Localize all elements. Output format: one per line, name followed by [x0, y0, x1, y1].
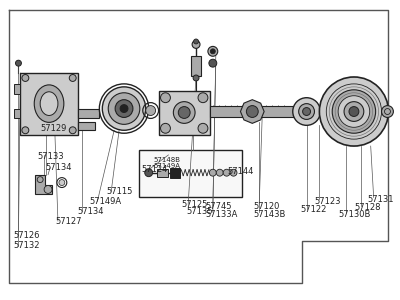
Text: 57134: 57134 [45, 163, 72, 172]
Bar [78, 109, 99, 118]
Circle shape [209, 169, 216, 176]
Text: 57120: 57120 [253, 202, 280, 211]
Text: 57134: 57134 [78, 207, 104, 216]
Circle shape [230, 169, 237, 176]
Circle shape [102, 87, 146, 130]
Circle shape [209, 59, 217, 67]
Circle shape [69, 127, 76, 134]
Polygon shape [240, 100, 264, 123]
Text: 57122: 57122 [301, 205, 327, 214]
Circle shape [160, 123, 170, 133]
Circle shape [349, 106, 359, 116]
Circle shape [37, 177, 43, 183]
Text: 57129: 57129 [40, 124, 66, 133]
Bar [139, 150, 242, 197]
Circle shape [192, 40, 200, 48]
Circle shape [108, 93, 140, 124]
Circle shape [44, 185, 52, 194]
Circle shape [145, 169, 153, 177]
Circle shape [210, 49, 215, 54]
Circle shape [69, 74, 76, 81]
Text: 57133A: 57133A [205, 210, 237, 219]
Circle shape [120, 105, 128, 112]
Bar [210, 106, 294, 117]
Bar [78, 122, 96, 130]
Text: 57143B: 57143B [253, 210, 286, 219]
Text: 57133: 57133 [37, 152, 64, 161]
Circle shape [223, 169, 230, 176]
Text: 57135: 57135 [186, 207, 213, 216]
Text: 57130B: 57130B [338, 210, 370, 219]
Circle shape [299, 103, 314, 119]
Text: 57131: 57131 [368, 195, 394, 204]
Bar [156, 169, 168, 177]
Circle shape [160, 93, 170, 103]
Text: 57745: 57745 [205, 202, 232, 211]
Circle shape [208, 46, 218, 56]
Ellipse shape [40, 92, 58, 116]
Text: 57144: 57144 [228, 167, 254, 176]
Ellipse shape [34, 85, 64, 122]
Bar [14, 109, 20, 118]
Text: 57149A: 57149A [154, 163, 181, 169]
Circle shape [22, 74, 29, 81]
Circle shape [193, 75, 199, 81]
Circle shape [319, 77, 388, 146]
Text: 57149A: 57149A [90, 197, 122, 206]
Text: 57125: 57125 [181, 200, 208, 209]
Bar [14, 84, 20, 94]
Circle shape [293, 98, 320, 125]
Circle shape [198, 123, 208, 133]
Circle shape [216, 169, 223, 176]
Circle shape [59, 180, 65, 185]
Bar [170, 168, 180, 178]
Circle shape [344, 102, 364, 122]
Bar [20, 73, 78, 135]
Text: 57132: 57132 [14, 241, 40, 250]
Circle shape [332, 90, 376, 133]
Circle shape [382, 106, 393, 117]
Text: 57148B: 57148B [154, 157, 181, 163]
Circle shape [173, 102, 195, 123]
Circle shape [194, 39, 198, 44]
Circle shape [198, 93, 208, 103]
Bar [191, 56, 201, 76]
Polygon shape [35, 175, 52, 194]
Circle shape [16, 60, 22, 66]
Text: 57124: 57124 [142, 165, 168, 174]
Circle shape [246, 106, 258, 117]
Text: 57115: 57115 [106, 187, 133, 196]
Text: 57123: 57123 [314, 197, 341, 206]
Bar [158, 91, 210, 135]
Text: 57127: 57127 [55, 217, 82, 226]
Circle shape [178, 106, 190, 119]
Circle shape [146, 106, 156, 116]
Circle shape [22, 127, 29, 134]
Text: 57126: 57126 [14, 231, 40, 240]
Text: 57128: 57128 [354, 203, 380, 212]
Circle shape [303, 108, 310, 116]
Circle shape [338, 96, 370, 127]
Circle shape [115, 100, 133, 117]
